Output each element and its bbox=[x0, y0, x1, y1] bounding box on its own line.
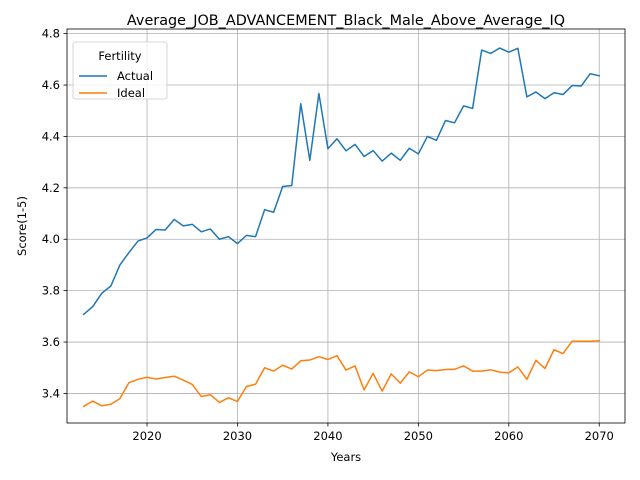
legend: Fertility Actual Ideal bbox=[72, 41, 168, 100]
y-tick-label: 3.4 bbox=[42, 386, 60, 400]
x-tick-label: 2040 bbox=[313, 429, 342, 443]
y-tick-label: 4.0 bbox=[42, 232, 60, 246]
legend-title: Fertility bbox=[98, 49, 141, 63]
x-tick-label: 2070 bbox=[585, 429, 614, 443]
y-tick-label: 3.8 bbox=[42, 284, 60, 298]
y-tick-label: 4.6 bbox=[42, 78, 60, 92]
legend-label-ideal: Ideal bbox=[117, 86, 145, 100]
x-tick-label: 2050 bbox=[404, 429, 433, 443]
series-line-ideal bbox=[82, 339, 601, 408]
y-tick-label: 3.6 bbox=[42, 335, 60, 349]
y-tick-label: 4.2 bbox=[42, 181, 60, 195]
y-tick-label: 4.4 bbox=[42, 129, 60, 143]
axis-ticks: 2020 2030 2040 2050 2060 2070 3.4 3.6 3.8 4.0 4.2 4… bbox=[42, 27, 614, 443]
y-axis-label: Score(1-5) bbox=[15, 196, 29, 256]
plot-frame bbox=[66, 28, 626, 424]
x-axis-label: Years bbox=[330, 450, 361, 464]
x-tick-label: 2030 bbox=[223, 429, 252, 443]
y-tick-label: 4.8 bbox=[42, 27, 60, 41]
chart-title: Average_JOB_ADVANCEMENT_Black_Male_Above… bbox=[127, 13, 565, 29]
series-line-actual bbox=[82, 47, 601, 316]
x-tick-label: 2060 bbox=[494, 429, 523, 443]
legend-box bbox=[72, 41, 168, 100]
series-lines bbox=[82, 47, 601, 408]
legend-label-actual: Actual bbox=[117, 69, 153, 83]
x-tick-label: 2020 bbox=[132, 429, 161, 443]
